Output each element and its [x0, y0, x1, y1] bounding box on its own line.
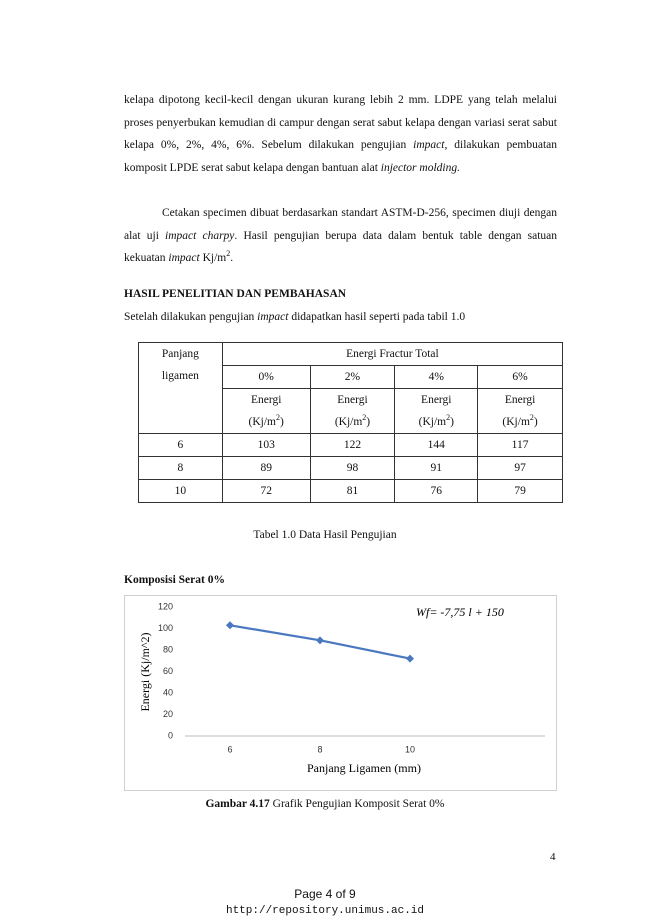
unit-header: Energi (Kj/m2): [394, 388, 479, 434]
text: impact: [168, 252, 200, 264]
text: 2: [226, 249, 231, 259]
table-caption: Tabel 1.0 Data Hasil Pengujian: [253, 529, 397, 541]
y-tick-label: 80: [163, 644, 173, 654]
y-tick-label: 100: [158, 623, 173, 633]
y-tick-label: 40: [163, 687, 173, 697]
y-tick-label: 60: [163, 666, 173, 676]
cell: 91: [394, 456, 479, 480]
text: Panjang: [161, 348, 199, 360]
y-tick-label: 20: [163, 709, 173, 719]
data-table: Panjang ligamen Energi Fractur Total 0% 2%…: [138, 342, 564, 503]
text: Energi: [250, 394, 282, 406]
page-of: Page 4 of 9: [294, 887, 356, 901]
text: impact: [257, 311, 289, 323]
url: http://repository.unimus.ac.id: [225, 905, 425, 917]
cell: 98: [309, 456, 396, 480]
cell: 117: [477, 433, 563, 457]
data-point: [406, 654, 414, 663]
x-axis-label: Panjang Ligamen (mm): [307, 761, 421, 775]
text: Gambar 4.17: [205, 798, 270, 810]
text: Setelah dilakukan pengujian: [124, 311, 258, 323]
unit-row: Energi (Kj/m2) Energi (Kj/m2) Energi (Kj/m2) E…: [139, 388, 563, 434]
text: impact,: [413, 139, 448, 151]
cell: 122: [309, 433, 396, 457]
unit-header: Energi (Kj/m2): [309, 388, 396, 434]
column-header: 4%: [394, 365, 479, 389]
text: 2: [362, 413, 367, 423]
cell: 8: [138, 456, 223, 480]
text: .: [230, 252, 234, 264]
text: impact charpy: [165, 229, 235, 242]
text: injector molding.: [380, 161, 460, 174]
paragraph: kelapa dipotong kecil-kecil dengan ukura…: [124, 89, 557, 179]
paragraph: Cetakan specimen dibuat berdasarkan stan…: [124, 202, 557, 270]
text: ligamen: [161, 370, 199, 382]
text: ): [450, 416, 454, 428]
y-axis-label: Energi (Kj/m^2): [138, 632, 152, 711]
column-header: 2%: [309, 365, 396, 389]
row-header: Panjang ligamen: [138, 342, 223, 434]
text: Energi: [337, 394, 368, 406]
unit-header: Energi (Kj/m2): [221, 388, 311, 434]
cell: 72: [221, 479, 311, 503]
text: Energi: [504, 394, 536, 406]
text: . Hasil pengujian berupa data dalam bent…: [124, 229, 557, 265]
cell: 6: [138, 433, 223, 457]
text: Grafik Pengujian Komposit Serat 0%: [269, 798, 445, 810]
text: (Kj/m2): [478, 411, 562, 433]
chart: Wf= -7,75 l + 150 Panjang Ligamen (mm) E…: [124, 595, 557, 791]
text: (Kj/m: [502, 416, 530, 428]
heading: HASIL PENELITIAN DAN PEMBAHASAN: [124, 288, 347, 300]
data-point: [226, 621, 234, 630]
x-tick-label: 10: [405, 744, 415, 754]
text: Cetakan specimen dibuat berdasarkan stan…: [124, 207, 557, 242]
cell: 81: [309, 479, 396, 503]
data-point: [316, 636, 324, 645]
text: 2: [529, 413, 534, 423]
data-row: 6 103 122 144 117: [138, 433, 563, 457]
x-tick-label: 6: [227, 744, 232, 754]
cell: 79: [477, 479, 563, 503]
text: 2: [446, 413, 451, 423]
data-row: 10 72 81 76 79: [138, 479, 563, 503]
page-number: 4: [550, 851, 556, 863]
text: ): [366, 416, 371, 428]
cell: 97: [477, 456, 563, 480]
annotation: Wf= -7,75 l + 150: [416, 605, 504, 619]
text: (Kj/m: [248, 416, 276, 428]
paragraph: Setelah dilakukan pengujian impact didap…: [124, 311, 465, 323]
text: (Kj/m2): [311, 411, 395, 433]
figure-caption: Gambar 4.17 Grafik Pengujian Komposit Se…: [0, 798, 650, 810]
cell: 10: [138, 479, 223, 503]
text: ): [533, 416, 538, 428]
column-header: 0%: [221, 365, 311, 389]
unit-header: Energi (Kj/m2): [477, 388, 563, 434]
text: Energi: [421, 394, 452, 406]
text: Kj/m: [199, 252, 227, 264]
x-tick-label: 8: [317, 744, 322, 754]
column-header: 6%: [477, 365, 563, 389]
text: (Kj/m: [334, 416, 363, 428]
text: dilakukan pembuatan komposit LPDE serat …: [124, 139, 557, 174]
text: (Kj/m: [418, 416, 447, 428]
chart-frame: [124, 595, 557, 791]
data-row: 8 89 98 91 97: [138, 456, 563, 480]
text: (Kj/m2): [395, 411, 477, 433]
text: (Kj/m2): [223, 411, 310, 433]
cell: 103: [221, 433, 311, 457]
text: didapatkan hasil seperti pada tabil 1.0: [288, 311, 466, 323]
cell: 76: [394, 479, 479, 503]
cell: 144: [394, 433, 479, 457]
text: 2: [276, 413, 280, 423]
y-tick-label: 120: [158, 601, 173, 611]
header-row: 0% 2% 4% 6%: [139, 365, 563, 389]
section-title: Komposisi Serat 0%: [124, 574, 225, 586]
cell: 89: [221, 456, 311, 480]
group-header: Energi Fractur Total: [221, 342, 564, 366]
y-tick-label: 0: [168, 730, 173, 740]
text: ): [280, 416, 284, 428]
text: kelapa dipotong kecil-kecil dengan ukura…: [124, 94, 557, 151]
